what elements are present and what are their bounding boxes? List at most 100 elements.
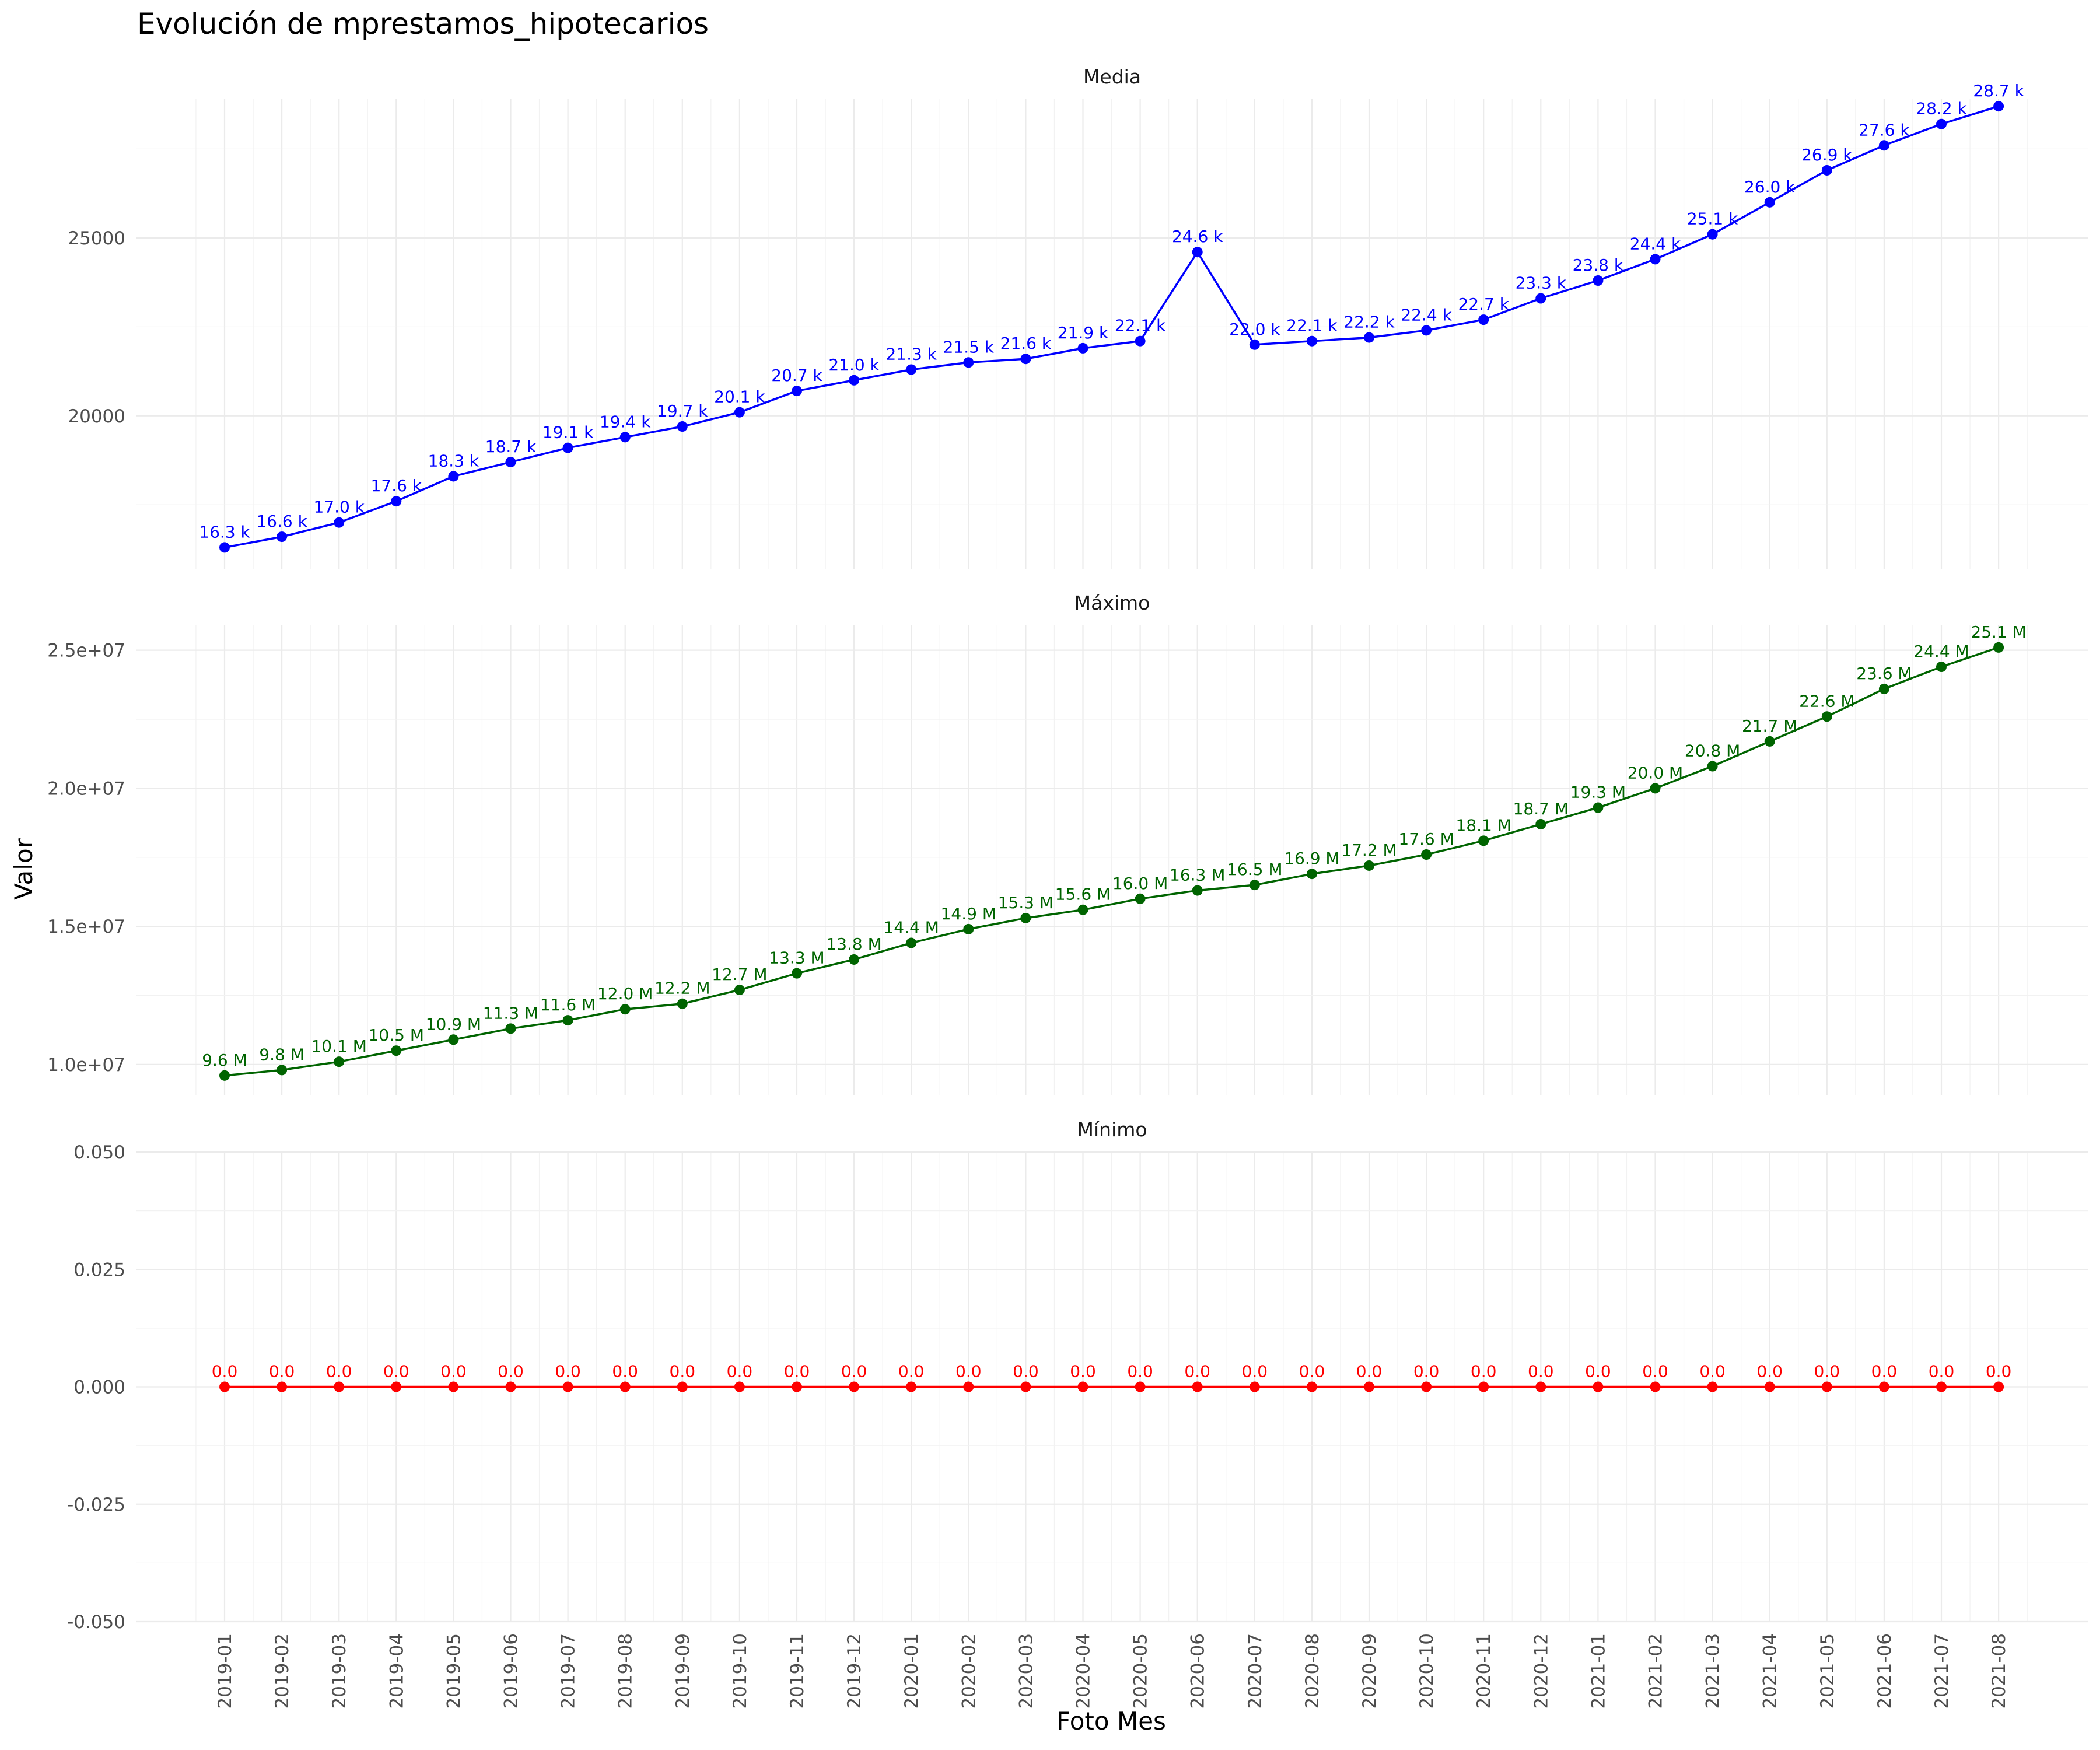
- data-point: [1650, 783, 1661, 794]
- data-point: [734, 1381, 745, 1392]
- data-label: 0.0: [555, 1362, 581, 1381]
- panel-3: Mínimo -0.050 -0.025 0.000 0.025 0.050 0.0 0.0 0…: [67, 1118, 2088, 1633]
- data-point: [1764, 1381, 1775, 1392]
- data-label: 0.0: [440, 1362, 467, 1381]
- data-point: [276, 1065, 288, 1076]
- data-point: [1592, 802, 1604, 813]
- data-label: 26.0 k: [1744, 177, 1796, 197]
- data-label: 0.0: [1699, 1362, 1726, 1381]
- data-point: [1592, 275, 1604, 286]
- data-label: 17.6 k: [371, 476, 422, 495]
- series-line: [224, 105, 1999, 549]
- data-label: 24.4 k: [1630, 234, 1681, 253]
- data-label: 22.2 k: [1343, 313, 1395, 332]
- data-label: 14.4 M: [883, 918, 939, 937]
- data-label: 14.9 M: [941, 904, 996, 923]
- data-label: 16.6 k: [256, 512, 307, 531]
- data-label: 0.0: [1814, 1362, 1840, 1381]
- data-label: 0.0: [269, 1362, 295, 1381]
- data-label: 0.0: [383, 1362, 410, 1381]
- x-tick-label: 2019-11: [787, 1633, 808, 1709]
- data-point: [1764, 197, 1775, 208]
- data-point: [1249, 1381, 1260, 1392]
- data-point: [792, 386, 802, 397]
- data-label: 0.0: [1299, 1362, 1325, 1381]
- data-label: 0.0: [1413, 1362, 1440, 1381]
- data-label: 16.3 k: [199, 522, 250, 541]
- y-tick-label: -0.025: [67, 1494, 125, 1516]
- x-axis-title: Foto Mes: [1056, 1707, 1166, 1735]
- x-tick-label: 2019-06: [501, 1633, 522, 1709]
- data-point: [1192, 1381, 1203, 1392]
- data-point: [448, 471, 459, 482]
- data-label: 9.6 M: [202, 1051, 247, 1070]
- data-point: [1135, 893, 1146, 904]
- data-label: 25.1 k: [1687, 209, 1738, 229]
- data-label: 25.1 M: [1971, 622, 2026, 642]
- data-label: 20.0 M: [1628, 763, 1683, 782]
- data-label: 0.0: [1756, 1362, 1783, 1381]
- data-point: [906, 1381, 917, 1392]
- x-tick-label: 2020-04: [1073, 1633, 1094, 1709]
- data-label: 0.0: [727, 1362, 753, 1381]
- x-tick-label: 2021-03: [1703, 1633, 1724, 1709]
- data-point: [448, 1034, 459, 1045]
- data-label: 16.5 M: [1227, 860, 1282, 879]
- x-tick-label: 2021-07: [1931, 1633, 1952, 1709]
- data-label: 19.7 k: [657, 401, 708, 421]
- data-label: 23.8 k: [1573, 256, 1624, 275]
- data-label: 13.3 M: [769, 949, 824, 968]
- data-point: [1306, 1381, 1317, 1392]
- data-label: 23.6 M: [1856, 664, 1912, 683]
- y-tick-label: 0.025: [74, 1259, 125, 1280]
- data-label: 0.0: [612, 1362, 638, 1381]
- data-point: [620, 1004, 631, 1015]
- data-point: [276, 1381, 288, 1392]
- data-point: [562, 1015, 573, 1026]
- data-label: 0.0: [1127, 1362, 1153, 1381]
- data-label: 24.6 k: [1172, 227, 1223, 246]
- facet-title: Mínimo: [1077, 1118, 1147, 1141]
- data-point: [734, 985, 745, 996]
- x-tick-label: 2021-08: [1989, 1633, 2010, 1709]
- data-point: [1936, 118, 1947, 130]
- data-label: 0.0: [1929, 1362, 1955, 1381]
- x-tick-label: 2020-09: [1359, 1633, 1380, 1709]
- data-label: 0.0: [1871, 1362, 1898, 1381]
- data-point: [1364, 332, 1374, 343]
- data-point: [792, 968, 802, 979]
- data-label: 0.0: [670, 1362, 696, 1381]
- data-label: 0.0: [1471, 1362, 1497, 1381]
- data-point: [620, 1381, 631, 1392]
- data-point: [792, 1381, 802, 1392]
- data-point: [1535, 1381, 1546, 1392]
- data-point: [963, 357, 974, 368]
- data-label: 26.9 k: [1801, 145, 1853, 164]
- data-label: 22.1 k: [1286, 316, 1338, 335]
- data-label: 10.1 M: [311, 1037, 366, 1056]
- y-tick-label: 25000: [68, 228, 125, 249]
- data-point: [1364, 1381, 1374, 1392]
- x-tick-label: 2019-05: [443, 1633, 464, 1709]
- data-point: [906, 364, 917, 375]
- data-point: [1993, 1381, 2004, 1392]
- data-point: [849, 374, 860, 386]
- data-point: [677, 998, 688, 1009]
- x-tick-label: 2019-04: [386, 1633, 407, 1709]
- data-label: 19.3 M: [1570, 783, 1626, 802]
- x-tick-label: 2019-01: [215, 1633, 236, 1709]
- x-tick-label: 2020-10: [1416, 1633, 1437, 1709]
- x-tick-label: 2020-07: [1245, 1633, 1266, 1709]
- data-label: 22.7 k: [1458, 295, 1509, 314]
- data-label: 0.0: [898, 1362, 925, 1381]
- data-label: 20.8 M: [1685, 741, 1740, 761]
- data-label: 0.0: [498, 1362, 524, 1381]
- data-point: [1077, 904, 1088, 915]
- x-tick-label: 2020-05: [1130, 1633, 1152, 1709]
- data-label: 12.7 M: [712, 965, 767, 984]
- data-label: 22.4 k: [1401, 305, 1452, 324]
- data-point: [677, 1381, 688, 1392]
- data-label: 0.0: [1013, 1362, 1039, 1381]
- data-point: [1077, 1381, 1088, 1392]
- data-label: 0.0: [1070, 1362, 1096, 1381]
